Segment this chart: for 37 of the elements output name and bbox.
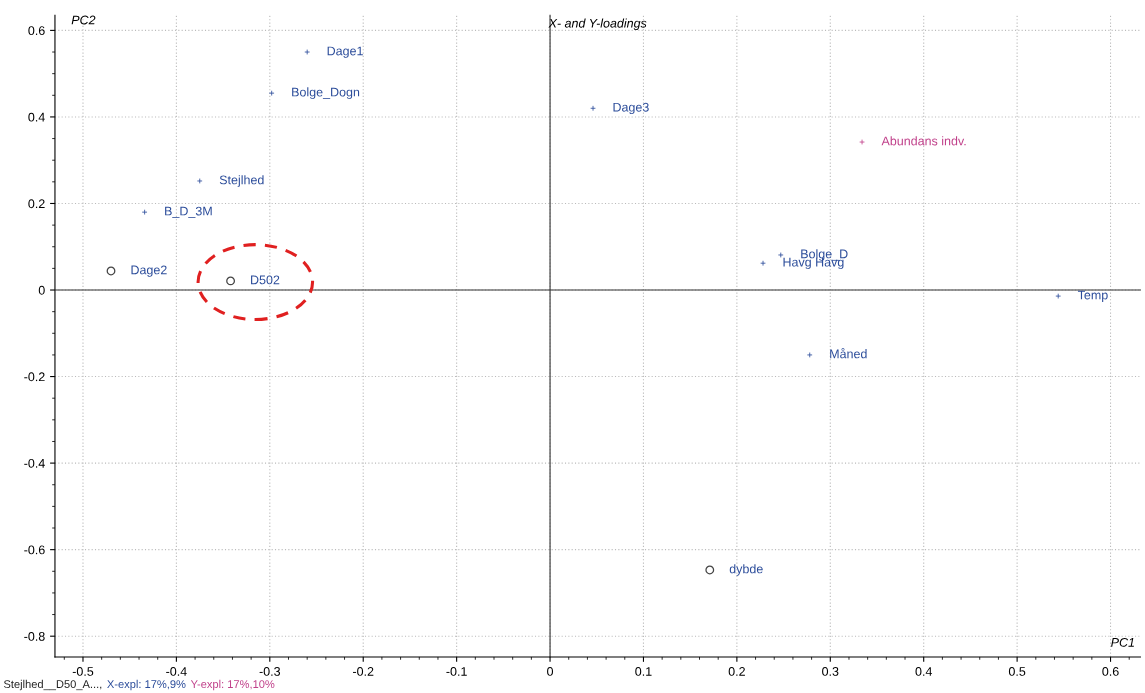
x-tick-label: 0.2	[728, 667, 745, 676]
x-tick-label: 0	[547, 667, 554, 676]
y-tick-label: -0.4	[24, 458, 45, 468]
annotation: Dage2	[131, 265, 167, 277]
annotation: dybde	[729, 564, 763, 576]
y-tick-label: 0	[38, 285, 45, 295]
annotation: Bolge_Dogn	[292, 87, 360, 99]
annotation: Dage1	[327, 46, 363, 58]
annotation: B_D_3M	[165, 206, 212, 218]
x-axis-title: PC1	[1111, 637, 1134, 647]
x-tick-label: 0.4	[915, 667, 933, 676]
y-tick-label: -0.6	[24, 545, 45, 555]
y-tick-label: 0.4	[28, 112, 45, 122]
y-tick-label: -0.8	[24, 631, 45, 641]
y-tick-label: 0.2	[28, 199, 45, 209]
text: Stejlhed__D50_A...,	[3, 679, 102, 691]
annotation: Måned	[830, 348, 867, 359]
x-tick-label: 0.6	[1102, 667, 1119, 676]
x-tick-label: 0.1	[635, 667, 652, 676]
x-tick-label: 0.3	[822, 667, 839, 676]
x-tick-label: -0.3	[259, 667, 281, 676]
annotation: Abundans indv.	[881, 136, 966, 146]
annotation: D502	[251, 275, 280, 285]
chart-title: X- and Y-loadings	[548, 18, 647, 31]
y-tick-label: 0.6	[28, 26, 45, 36]
x-tick-label: -0.5	[72, 667, 94, 676]
text: X-expl: 17%,9%	[107, 679, 186, 691]
x-tick-label: -0.4	[166, 667, 187, 676]
annotation: Temp	[1077, 290, 1108, 302]
y-axis-title: PC2	[71, 15, 96, 25]
y-tick-label: -0.2	[24, 372, 45, 382]
x-tick-label: -0.2	[353, 667, 374, 676]
annotation: Dage3	[613, 102, 649, 115]
text: Y-expl: 17%,10%	[190, 679, 275, 691]
x-tick-label: 0.5	[1008, 667, 1026, 676]
annotation: Stejlhed	[219, 175, 264, 187]
x-tick-label: -0.1	[446, 667, 467, 676]
